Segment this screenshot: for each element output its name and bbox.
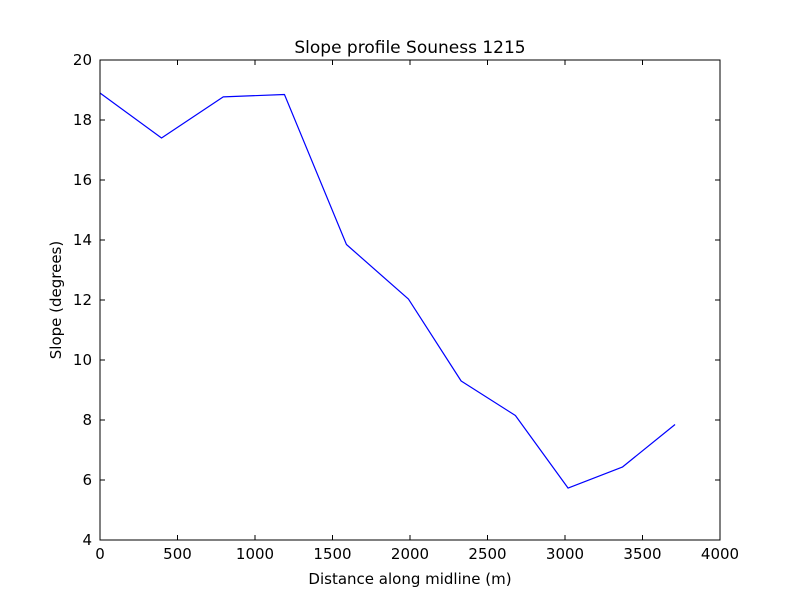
y-axis-label: Slope (degrees) <box>47 241 65 359</box>
x-tick-label: 1500 <box>313 545 351 563</box>
y-tick-label: 14 <box>73 231 92 249</box>
y-tick-label: 20 <box>73 51 92 69</box>
y-axis: 4 6 8 10 12 14 16 18 20 <box>73 51 720 549</box>
y-tick-label: 8 <box>82 411 92 429</box>
series-layer <box>99 92 676 489</box>
y-tick-label: 10 <box>73 351 92 369</box>
x-tick-label: 4000 <box>701 545 739 563</box>
plot-area <box>100 60 720 540</box>
y-tick-label: 18 <box>73 111 92 129</box>
slope-series-line <box>99 92 676 489</box>
x-tick-label: 0 <box>95 545 105 563</box>
x-tick-label: 500 <box>163 545 192 563</box>
y-tick-label: 16 <box>73 171 92 189</box>
x-tick-label: 2000 <box>391 545 429 563</box>
x-tick-label: 1000 <box>236 545 274 563</box>
chart-title: Slope profile Souness 1215 <box>294 38 525 58</box>
y-tick-label: 4 <box>82 531 92 549</box>
x-tick-label: 3500 <box>623 545 661 563</box>
y-tick-label: 6 <box>82 471 92 489</box>
x-tick-label: 2500 <box>468 545 506 563</box>
y-tick-label: 12 <box>73 291 92 309</box>
x-axis: 0 500 1000 1500 2000 2500 3000 3500 4000 <box>95 60 739 563</box>
x-tick-label: 3000 <box>546 545 584 563</box>
x-axis-label: Distance along midline (m) <box>308 570 511 588</box>
